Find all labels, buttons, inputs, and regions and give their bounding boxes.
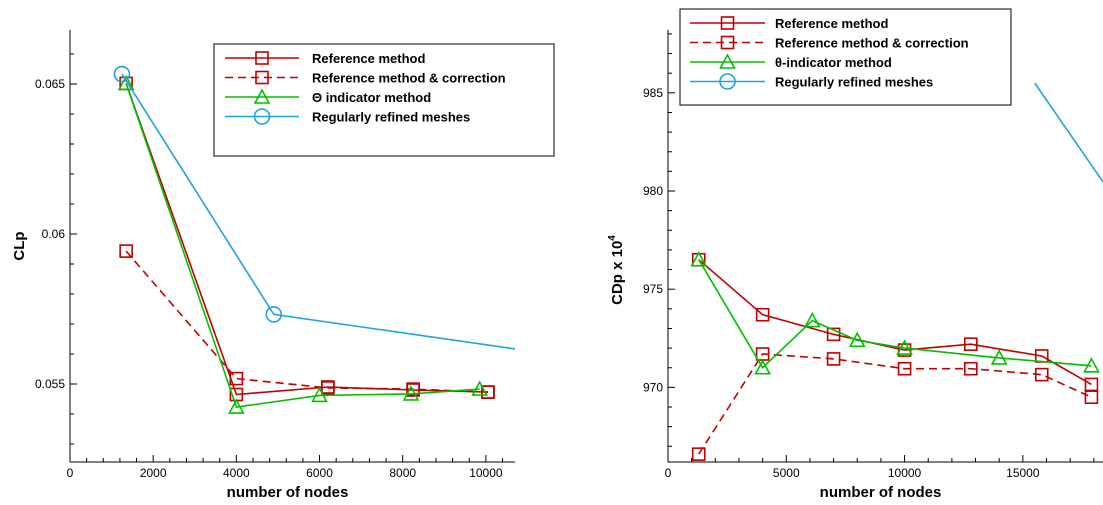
legend: Reference method Reference method & corre… <box>679 8 1012 106</box>
y-tick-label: 985 <box>643 86 663 100</box>
data-point-marker <box>321 381 335 395</box>
x-tick-label: 10000 <box>469 466 503 480</box>
legend-box <box>679 8 1012 106</box>
data-point-marker <box>117 74 135 91</box>
data-point-marker <box>963 337 978 351</box>
legend-label: Regularly refined meshes <box>775 75 933 90</box>
legend-label: θ-indicator method <box>775 55 892 70</box>
left-chart: 0 2000 4000 6000 8000 10000 0.055 0.06 0.065 numb… <box>11 30 555 501</box>
legend: Reference method Reference method & corre… <box>213 43 555 157</box>
data-point-marker <box>690 251 708 267</box>
series-line-4 <box>1034 82 1103 184</box>
legend-box <box>213 43 555 157</box>
data-point-marker <box>1083 357 1100 373</box>
x-tick-label: 10000 <box>888 466 922 480</box>
x-tick-label: 4000 <box>223 466 250 480</box>
legend-label: Reference method & correction <box>775 36 969 51</box>
x-tick-label: 8000 <box>389 466 416 480</box>
y-tick-label: 975 <box>643 282 663 296</box>
data-point-marker <box>228 398 245 414</box>
legend-sample-marker <box>255 70 269 85</box>
data-point-marker <box>1034 367 1049 382</box>
series-line-2 <box>125 250 489 393</box>
y-tick-label: 970 <box>643 380 663 394</box>
data-point-marker <box>119 244 133 258</box>
legend-sample-marker <box>720 35 735 50</box>
data-point-marker <box>402 385 420 401</box>
legend-sample-marker <box>719 53 736 69</box>
data-point-marker <box>990 349 1008 365</box>
series-group <box>690 82 1103 461</box>
y-tick-label: 0.055 <box>35 377 65 391</box>
legend-label: Regularly refined meshes <box>312 110 470 125</box>
data-point-marker <box>311 386 328 403</box>
data-point-marker <box>406 382 420 396</box>
y-axis-title-main: CDp x 10 <box>609 241 626 305</box>
data-point-marker <box>896 339 913 355</box>
legend-label: Reference method <box>775 16 888 31</box>
y-tick-label: 0.065 <box>35 77 65 91</box>
legend-sample-marker <box>253 88 271 104</box>
data-point-marker <box>826 352 841 366</box>
y-axis-title: CLp <box>11 231 28 260</box>
legend-sample-marker <box>253 108 271 125</box>
x-tick-label: 0 <box>67 466 74 480</box>
legend-label: Reference method <box>312 51 425 66</box>
data-point-marker <box>229 371 244 386</box>
x-tick-label: 5000 <box>773 466 800 480</box>
data-point-marker <box>826 327 841 342</box>
series-line-3 <box>125 83 480 408</box>
series-line-3 <box>698 259 1092 369</box>
data-point-marker <box>755 307 770 322</box>
series-line-4 <box>121 73 515 350</box>
data-point-marker <box>691 447 706 461</box>
y-axis-title-exponent: 4 <box>607 235 618 241</box>
x-axis-title: number of nodes <box>820 484 942 501</box>
x-tick-label: 6000 <box>306 466 333 480</box>
series-line-2 <box>698 353 1092 455</box>
data-point-marker <box>1084 390 1099 405</box>
data-point-marker <box>963 361 978 376</box>
data-point-marker <box>897 361 912 376</box>
y-axis-title: CDp x 104 <box>607 235 626 305</box>
data-point-marker <box>897 343 912 357</box>
x-tick-label: 2000 <box>140 466 167 480</box>
right-chart: 0 5000 10000 15000 970 975 980 985 number of nod… <box>607 8 1103 501</box>
data-point-marker <box>1084 377 1099 392</box>
y-tick-label: 0.06 <box>42 227 66 241</box>
x-axis-title: number of nodes <box>227 484 349 501</box>
data-point-marker <box>803 311 821 328</box>
legend-label: Θ indicator method <box>312 90 431 105</box>
y-tick-label: 980 <box>643 184 663 198</box>
x-tick-label: 15000 <box>1006 466 1040 480</box>
legend-sample-marker <box>720 16 735 30</box>
series-line-1 <box>698 259 1092 386</box>
legend-label: Reference method & correction <box>312 71 506 86</box>
legend-sample-marker <box>255 51 269 65</box>
series-group <box>113 65 515 414</box>
data-point-marker <box>754 359 771 375</box>
data-point-marker <box>481 385 495 399</box>
data-point-marker <box>113 65 131 83</box>
data-point-marker <box>471 380 488 396</box>
data-point-marker <box>265 306 283 323</box>
x-tick-label: 0 <box>665 466 672 480</box>
data-point-marker <box>848 331 866 348</box>
legend-sample-marker <box>719 73 736 90</box>
